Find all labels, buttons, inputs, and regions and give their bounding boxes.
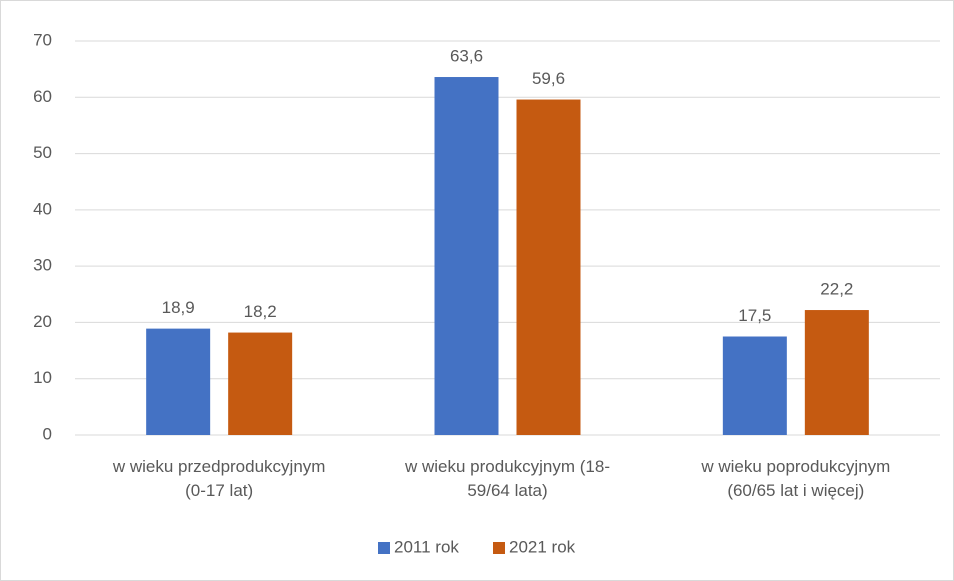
- data-label: 17,5: [738, 306, 771, 325]
- y-tick-label: 20: [33, 312, 52, 331]
- legend-label: 2011 rok: [394, 537, 459, 556]
- data-label: 18,2: [244, 302, 277, 321]
- legend-label: 2021 rok: [509, 537, 576, 556]
- data-label: 22,2: [820, 280, 853, 299]
- y-tick-label: 70: [33, 30, 52, 49]
- legend-swatch: [493, 542, 505, 554]
- y-tick-label: 30: [33, 256, 52, 275]
- data-label: 59,6: [532, 69, 565, 88]
- data-label: 63,6: [450, 47, 483, 66]
- x-tick-label: w wieku przedprodukcyjnym (0-17 lat): [112, 457, 326, 500]
- x-tick-label: w wieku produkcyjnym (18- 59/64 lata): [404, 457, 610, 500]
- y-tick-label: 40: [33, 199, 52, 218]
- bar: [804, 310, 869, 435]
- bar: [434, 77, 499, 435]
- y-tick-label: 10: [33, 368, 52, 387]
- y-tick-label: 60: [33, 87, 52, 106]
- bar: [146, 328, 211, 435]
- legend-swatch: [378, 542, 390, 554]
- bar: [516, 99, 581, 435]
- x-tick-label: w wieku poprodukcyjnym (60/65 lat i więc…: [701, 457, 891, 500]
- y-tick-label: 50: [33, 143, 52, 162]
- bar: [228, 332, 293, 435]
- data-label: 18,9: [162, 298, 195, 317]
- y-tick-label: 0: [43, 424, 52, 443]
- bar: [722, 336, 787, 435]
